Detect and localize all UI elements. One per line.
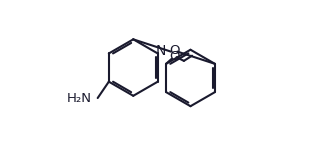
Text: O: O (169, 50, 180, 63)
Text: O: O (169, 44, 179, 57)
Text: H₂N: H₂N (67, 92, 92, 105)
Text: N: N (155, 44, 166, 58)
